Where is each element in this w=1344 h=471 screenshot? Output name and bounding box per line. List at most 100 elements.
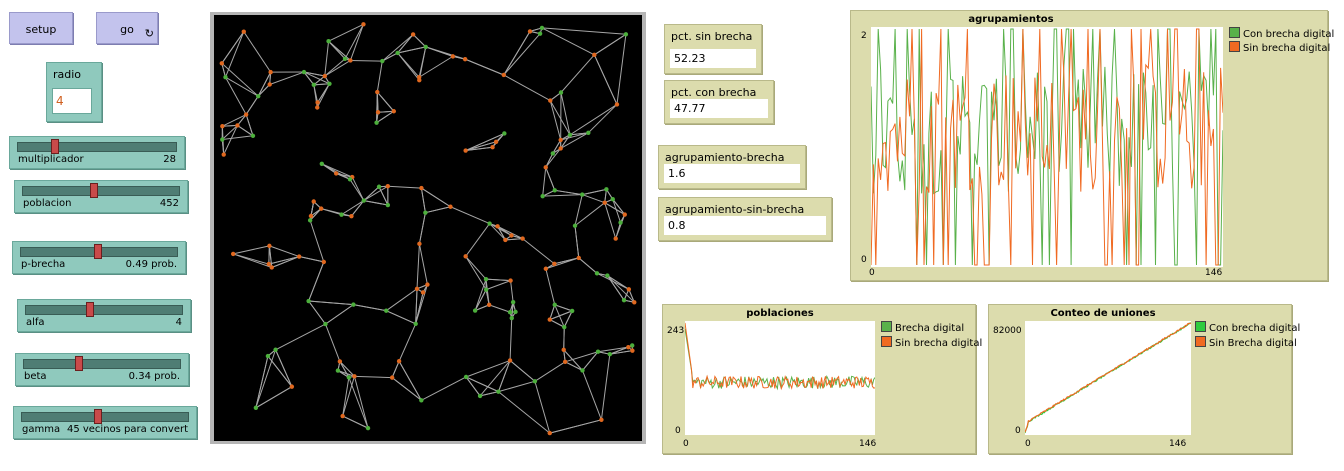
network-link <box>425 206 451 214</box>
legend-label: Con brecha digital <box>1209 323 1301 334</box>
network-link <box>339 361 355 377</box>
y-min-label: 0 <box>675 426 681 436</box>
network-node <box>537 31 543 36</box>
network-node <box>477 393 483 399</box>
network-link <box>609 350 633 355</box>
network-link <box>465 146 493 152</box>
network-link <box>415 284 428 324</box>
slider-gamma[interactable]: gamma 45 vecinos para convert <box>13 406 197 439</box>
network-link <box>387 185 422 189</box>
network-link <box>222 135 254 141</box>
network-node <box>347 177 353 182</box>
network-node <box>462 56 468 62</box>
network-node <box>622 212 627 217</box>
slider-track[interactable] <box>17 142 177 152</box>
network-node <box>586 130 591 136</box>
network-link <box>344 24 364 60</box>
network-node <box>335 368 341 373</box>
network-node <box>380 58 385 64</box>
slider-track[interactable] <box>25 305 183 315</box>
network-link <box>221 62 259 97</box>
network-node <box>495 224 500 229</box>
network-link <box>416 243 420 289</box>
legend-swatch <box>881 336 892 347</box>
y-max-label: 2 <box>861 31 867 41</box>
network-node <box>289 384 295 389</box>
monitor-label: pct. sin brecha <box>671 30 753 43</box>
network-node <box>576 255 581 261</box>
slider-handle[interactable] <box>93 409 102 424</box>
network-node <box>493 139 499 145</box>
monitor-label: agrupamiento-brecha <box>665 151 785 164</box>
radio-input[interactable]: 4 <box>52 88 92 114</box>
network-link <box>303 71 315 86</box>
network-link <box>534 381 551 434</box>
network-node <box>483 276 489 282</box>
network-link <box>257 84 271 97</box>
setup-button[interactable]: setup <box>9 12 73 44</box>
network-link <box>465 376 481 397</box>
slider-p-brecha[interactable]: p-brecha 0.49 prob. <box>12 241 186 274</box>
network-link <box>225 76 247 115</box>
network-link <box>303 71 325 77</box>
network-link <box>268 245 273 268</box>
network-link <box>582 194 605 204</box>
network-link <box>313 84 319 103</box>
network-link <box>341 200 365 216</box>
monitor-agrupamiento-brecha: agrupamiento-brecha 1.6 <box>658 145 806 189</box>
network-node <box>339 212 344 217</box>
slider-poblacion[interactable]: poblacion 452 <box>14 180 188 213</box>
network-link <box>222 114 247 127</box>
network-link <box>465 133 505 151</box>
links <box>221 23 635 434</box>
network-node <box>391 109 397 114</box>
network-link <box>245 95 259 115</box>
network-node <box>315 105 320 110</box>
network-link <box>485 278 511 282</box>
world-view[interactable] <box>214 15 642 441</box>
slider-beta[interactable]: beta 0.34 prob. <box>15 353 189 386</box>
slider-track[interactable] <box>22 186 180 196</box>
network-link <box>450 206 490 225</box>
slider-handle[interactable] <box>74 356 83 371</box>
network-link <box>505 238 523 241</box>
go-button[interactable]: go ↻ <box>96 12 158 44</box>
legend-con-brecha: Con brecha digital <box>1195 321 1300 334</box>
network-node <box>508 278 513 283</box>
network-link <box>397 52 420 81</box>
network-node <box>223 75 228 80</box>
slider-handle[interactable] <box>85 302 94 317</box>
radio-label: radio <box>53 68 82 81</box>
network-node <box>547 317 552 322</box>
network-node <box>501 72 506 78</box>
network-node <box>572 223 578 228</box>
network-link <box>563 327 565 350</box>
network-node <box>595 349 601 354</box>
slider-multiplicador[interactable]: multiplicador 28 <box>9 136 185 169</box>
slider-handle[interactable] <box>90 183 99 198</box>
go-button-label: go <box>120 23 134 36</box>
network-link <box>503 33 541 76</box>
network-link <box>552 139 562 154</box>
network-link <box>607 275 630 290</box>
slider-alfa[interactable]: alfa 4 <box>17 299 191 332</box>
plot-agrupamientos: agrupamientos 2 0 0 146 Con brecha digit… <box>850 10 1334 281</box>
network-link <box>498 391 551 434</box>
x-max-label: 146 <box>1205 268 1223 278</box>
network-link <box>604 202 626 215</box>
network-link <box>465 376 499 393</box>
network-link <box>497 360 511 392</box>
network-link <box>351 176 365 201</box>
slider-track[interactable] <box>23 359 181 369</box>
slider-name: poblacion <box>23 198 72 209</box>
network-link <box>563 349 583 371</box>
network-link <box>268 256 300 265</box>
slider-handle[interactable] <box>94 244 103 259</box>
network-node <box>307 218 313 223</box>
network-link <box>325 304 354 325</box>
legend-sin-brecha: Sin brecha digital <box>881 336 982 349</box>
network-node <box>326 39 331 44</box>
network-link <box>549 100 571 136</box>
slider-handle[interactable] <box>50 139 59 154</box>
slider-track[interactable] <box>21 412 189 422</box>
